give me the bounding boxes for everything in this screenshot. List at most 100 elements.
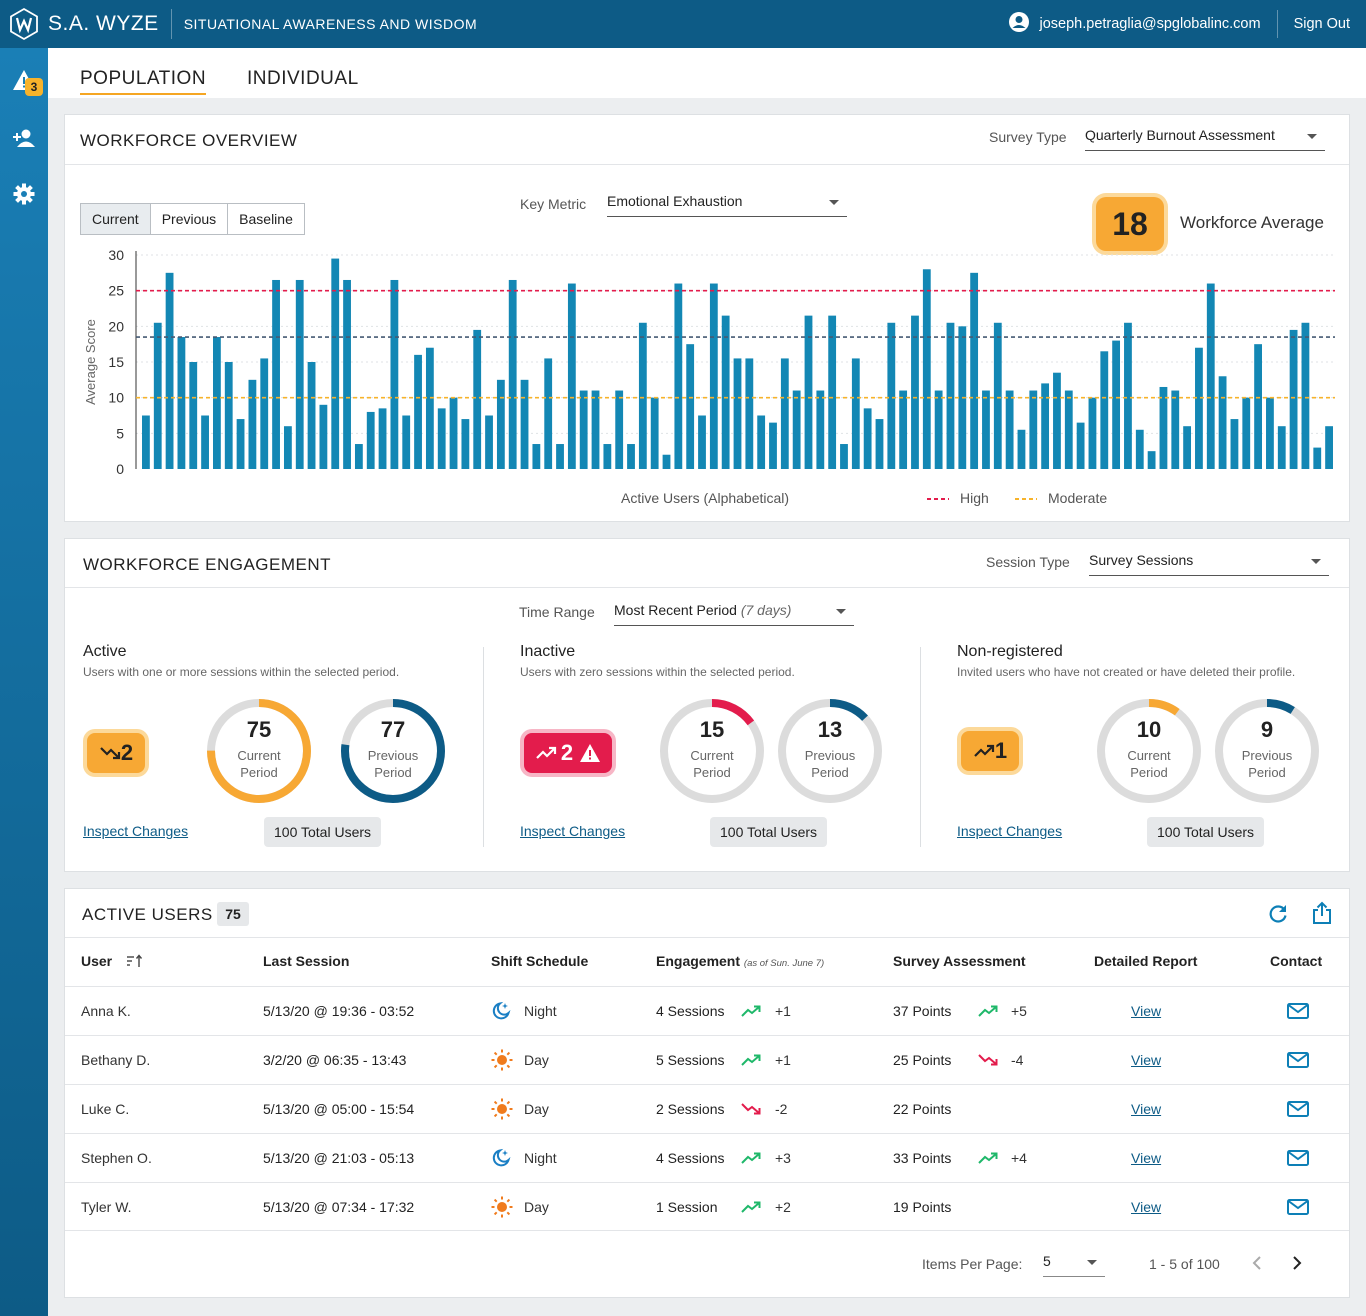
segment-current[interactable]: Current (81, 204, 151, 234)
column-header-last-session[interactable]: Last Session (263, 953, 350, 969)
trend-up-icon (977, 1004, 999, 1021)
engagement-sessions: 4 Sessions (656, 1003, 725, 1019)
previous-page-button[interactable] (1251, 1255, 1263, 1276)
sign-out-button[interactable]: Sign Out (1293, 16, 1350, 32)
app-logo-icon[interactable] (0, 0, 48, 48)
table-row[interactable]: Bethany D. 3/2/20 @ 06:35 - 13:43 Day 5 Ses… (65, 1035, 1349, 1084)
ring-gauge (341, 699, 445, 803)
y-tick-label: 20 (108, 318, 124, 334)
chart-bar (1005, 390, 1014, 469)
key-metric-value: Emotional Exhaustion (607, 193, 743, 209)
survey-type-select[interactable]: Quarterly Burnout Assessment (1085, 123, 1325, 151)
sun-icon (491, 1098, 513, 1123)
non-registered-previous-ring: 9 Previous Period (1213, 697, 1321, 805)
shift-schedule: Day (524, 1052, 549, 1068)
export-icon[interactable] (1311, 901, 1333, 930)
view-report-link[interactable]: View (1131, 1150, 1162, 1166)
column-header-engagement[interactable]: Engagement (as of Sun. June 7) (656, 953, 825, 969)
sidebar-item-settings[interactable] (0, 176, 48, 216)
key-metric-select[interactable]: Emotional Exhaustion (607, 189, 847, 217)
chart-bar (591, 390, 600, 469)
next-page-button[interactable] (1291, 1255, 1303, 1276)
chart-bar (331, 258, 340, 469)
non-registered-inspect-changes-link[interactable]: Inspect Changes (957, 823, 1063, 839)
y-tick-label: 0 (116, 461, 124, 477)
chart-bar (1277, 426, 1286, 469)
table-row[interactable]: Anna K. 5/13/20 @ 19:36 - 03:52 Night 4 Ses… (65, 986, 1349, 1035)
view-report-link[interactable]: View (1131, 1003, 1162, 1019)
chart-bar (674, 283, 683, 469)
chart-bar (1029, 390, 1038, 469)
survey-points: 25 Points (893, 1052, 952, 1068)
view-report-link[interactable]: View (1131, 1052, 1162, 1068)
chart-bar (1230, 419, 1239, 469)
trend-up-icon (974, 744, 994, 757)
chart-bar (437, 408, 446, 469)
chart-bar (1183, 426, 1192, 469)
account-icon[interactable] (1008, 11, 1030, 38)
y-tick-label: 30 (108, 247, 124, 263)
table-row[interactable]: Tyler W. 5/13/20 @ 07:34 - 17:32 Day 1 Sess… (65, 1182, 1349, 1231)
sidebar-item-add-user[interactable] (0, 120, 48, 160)
segment-baseline[interactable]: Baseline (228, 204, 304, 234)
mail-icon[interactable] (1287, 1003, 1309, 1022)
active-delta-badge: 2 (87, 733, 145, 773)
mail-icon[interactable] (1287, 1150, 1309, 1169)
chart-bar (1017, 429, 1026, 469)
chart-bar (769, 422, 777, 469)
chevron-down-icon (1087, 1260, 1097, 1265)
top-bar: S.A. WYZE SITUATIONAL AWARENESS AND WISD… (0, 0, 1366, 48)
time-range-select[interactable]: Most Recent Period (7 days) (614, 598, 854, 626)
survey-points: 33 Points (893, 1150, 952, 1166)
items-per-page-select[interactable]: 5 (1043, 1249, 1105, 1277)
chart-bar (544, 358, 553, 469)
chart-bar (615, 390, 624, 469)
active-previous-label: Previous Period (367, 748, 419, 780)
legend-high-label: High (960, 490, 989, 506)
active-delta-value: 2 (120, 740, 134, 765)
column-header-shift-schedule[interactable]: Shift Schedule (491, 953, 589, 969)
chart-bar (721, 315, 730, 469)
active-current-label: Current Period (237, 748, 281, 780)
tab-individual[interactable]: INDIVIDUAL (247, 68, 359, 89)
column-header-survey-assessment[interactable]: Survey Assessment (893, 953, 1026, 969)
session-type-select[interactable]: Survey Sessions (1089, 548, 1329, 576)
warning-icon (580, 744, 601, 762)
chart-bar (1206, 283, 1215, 469)
mail-icon[interactable] (1287, 1052, 1309, 1071)
view-report-link[interactable]: View (1131, 1199, 1162, 1215)
chart-bar (603, 444, 612, 469)
engagement-delta: -2 (775, 1101, 788, 1117)
last-session: 5/13/20 @ 21:03 - 05:13 (263, 1150, 415, 1166)
mail-icon[interactable] (1287, 1101, 1309, 1120)
tab-population[interactable]: POPULATION (80, 68, 207, 95)
user-name: Tyler W. (81, 1199, 132, 1215)
non-registered-delta-badge: 1 (961, 731, 1019, 771)
active-users-title: ACTIVE USERS (82, 905, 213, 924)
active-inspect-changes-link[interactable]: Inspect Changes (83, 823, 189, 839)
chart-bar (662, 454, 671, 469)
inactive-inspect-changes-link[interactable]: Inspect Changes (520, 823, 626, 839)
column-header-user[interactable]: User (81, 953, 144, 969)
non-registered-total-users: 100 Total Users (1147, 817, 1265, 847)
chart-bar (449, 397, 458, 469)
chart-bar (142, 415, 150, 469)
non-registered-previous-value: 9 (1260, 717, 1274, 742)
sidebar-item-alerts[interactable]: 3 (0, 62, 48, 102)
chart-bar (520, 379, 529, 469)
table-row[interactable]: Luke C. 5/13/20 @ 05:00 - 15:54 Day 2 Sessi… (65, 1084, 1349, 1133)
chart-bar (828, 315, 837, 469)
segment-previous[interactable]: Previous (150, 204, 229, 234)
ring-gauge (778, 699, 882, 803)
chart-bar (1112, 340, 1121, 469)
sun-icon (491, 1196, 513, 1221)
user-email[interactable]: joseph.petraglia@spglobalinc.com (1040, 10, 1278, 38)
chart-bar (390, 279, 399, 469)
mail-icon[interactable] (1287, 1199, 1309, 1218)
view-report-link[interactable]: View (1131, 1101, 1162, 1117)
non-registered-delta-value: 1 (994, 738, 1008, 763)
chart-bar (946, 322, 955, 469)
chart-bar (970, 272, 979, 469)
table-row[interactable]: Stephen O. 5/13/20 @ 21:03 - 05:13 Night 4 … (65, 1133, 1349, 1182)
refresh-icon[interactable] (1267, 903, 1289, 930)
